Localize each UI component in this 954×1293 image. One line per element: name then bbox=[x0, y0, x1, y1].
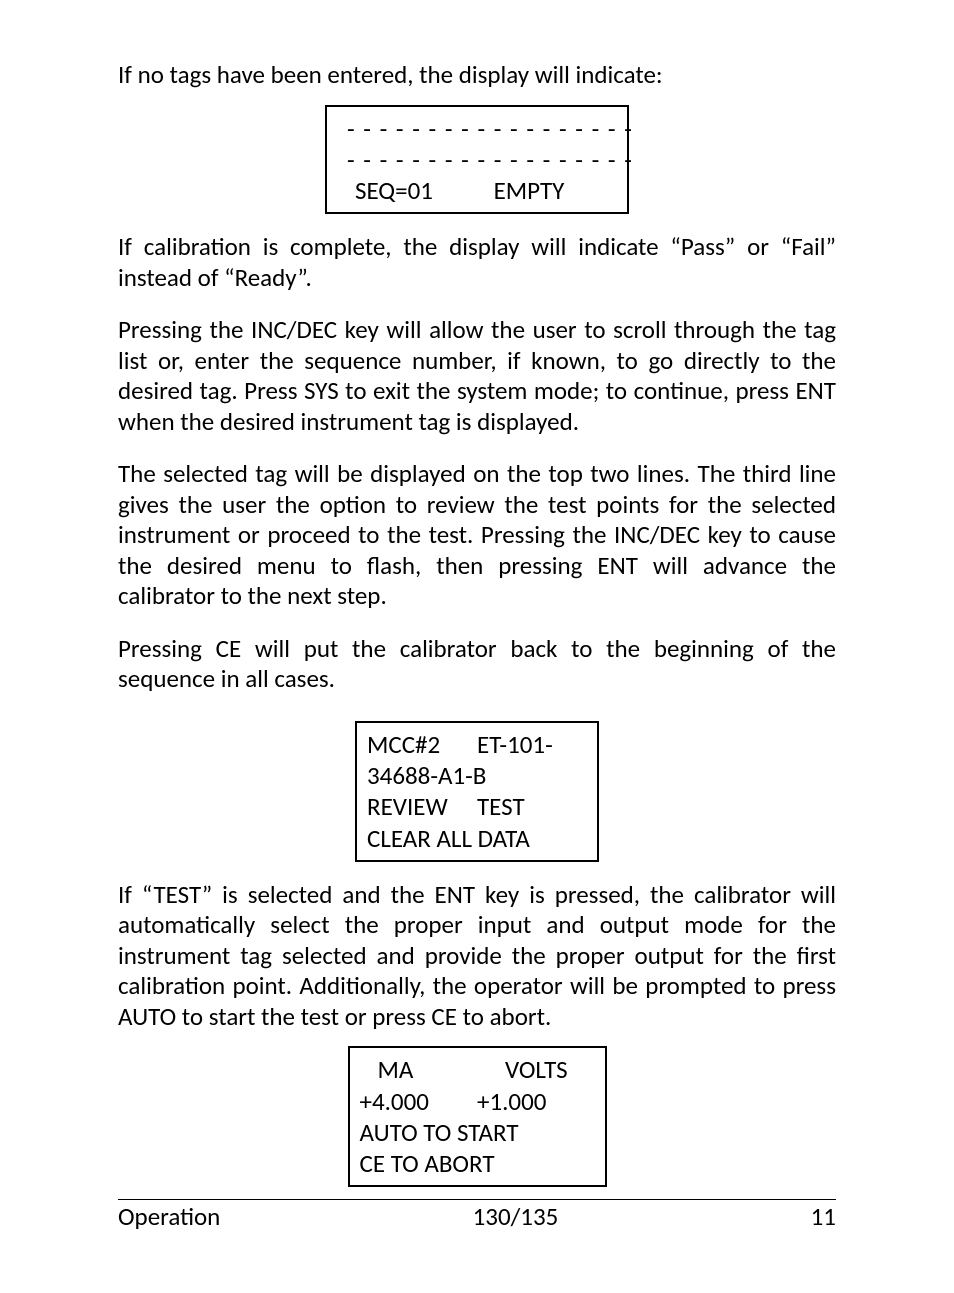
document-page: If no tags have been entered, the displa… bbox=[0, 0, 954, 1293]
value-volts: +1.000 bbox=[477, 1086, 595, 1117]
tag-review: REVIEW bbox=[367, 791, 477, 822]
display-box-start: MA VOLTS +4.000 +1.000 AUTO TO START CE … bbox=[348, 1046, 607, 1187]
seq-label: SEQ=01 bbox=[355, 175, 494, 206]
tag-test: TEST bbox=[477, 791, 587, 822]
display-box-tag: MCC#2 ET-101- 34688-A1-B REVIEW TEST CLE… bbox=[355, 721, 599, 862]
ce-abort-line: CE TO ABORT bbox=[360, 1148, 595, 1179]
display-seq-line: SEQ=01 EMPTY bbox=[347, 175, 607, 206]
tag-mcc: MCC#2 bbox=[367, 729, 477, 760]
para-selected-tag: The selected tag will be displayed on th… bbox=[118, 459, 836, 612]
footer-right: 11 bbox=[811, 1202, 836, 1233]
tag-et: ET-101- bbox=[477, 729, 587, 760]
header-ma: MA bbox=[360, 1054, 496, 1085]
header-volts: VOLTS bbox=[495, 1054, 595, 1085]
para-inc-dec: Pressing the INC/DEC key will allow the … bbox=[118, 315, 836, 437]
para-pass-fail: If calibration is complete, the display … bbox=[118, 232, 836, 293]
page-footer: Operation 130/135 11 bbox=[118, 1199, 836, 1233]
seq-status: EMPTY bbox=[494, 175, 565, 206]
start-values-row: +4.000 +1.000 bbox=[360, 1086, 595, 1117]
para-ce: Pressing CE will put the calibrator back… bbox=[118, 634, 836, 695]
display-dash-line-2: - - - - - - - - - - - - - - - - - - bbox=[347, 144, 607, 175]
tag-row-1: MCC#2 ET-101- bbox=[367, 729, 587, 760]
display-box-2-wrap: MCC#2 ET-101- 34688-A1-B REVIEW TEST CLE… bbox=[118, 717, 836, 880]
footer-left: Operation bbox=[118, 1202, 220, 1233]
display-box-3-wrap: MA VOLTS +4.000 +1.000 AUTO TO START CE … bbox=[118, 1042, 836, 1193]
intro-para-1: If no tags have been entered, the displa… bbox=[118, 60, 836, 91]
display-dash-line-1: - - - - - - - - - - - - - - - - - - bbox=[347, 113, 607, 144]
display-box-1-wrap: - - - - - - - - - - - - - - - - - - - - … bbox=[118, 101, 836, 233]
auto-start-line: AUTO TO START bbox=[360, 1117, 595, 1148]
display-box-empty: - - - - - - - - - - - - - - - - - - - - … bbox=[325, 105, 629, 215]
footer-center: 130/135 bbox=[473, 1202, 559, 1233]
value-ma: +4.000 bbox=[360, 1086, 478, 1117]
para-test-selected: If “TEST” is selected and the ENT key is… bbox=[118, 880, 836, 1033]
tag-row-2: 34688-A1-B bbox=[367, 760, 587, 791]
tag-row-4: CLEAR ALL DATA bbox=[367, 823, 587, 854]
tag-row-3: REVIEW TEST bbox=[367, 791, 587, 822]
start-header-row: MA VOLTS bbox=[360, 1054, 595, 1085]
